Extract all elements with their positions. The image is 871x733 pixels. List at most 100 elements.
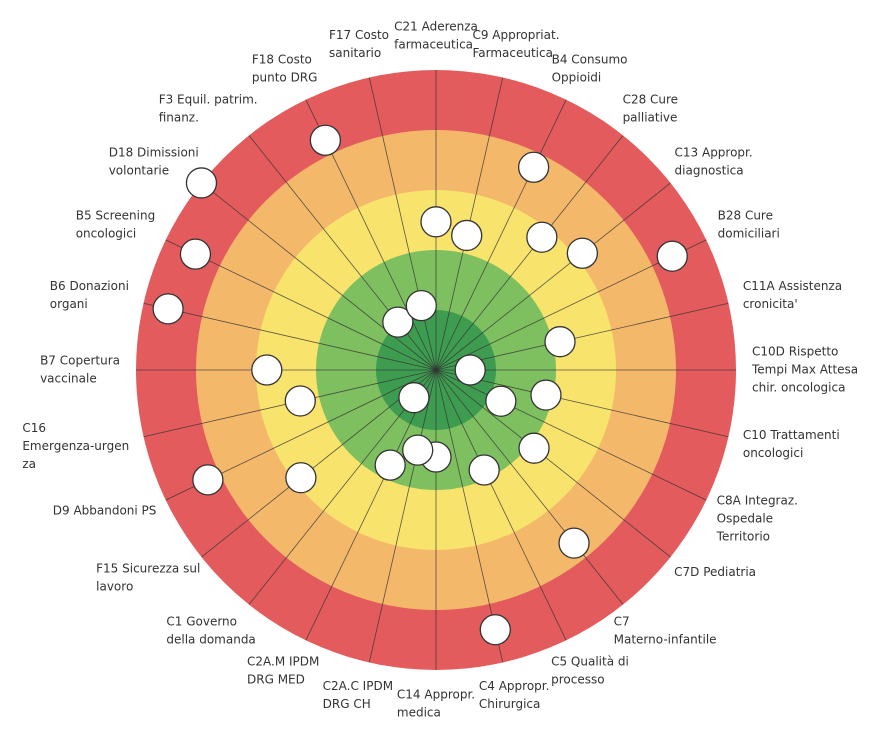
axis-label: B5 Screening oncologici [76, 209, 155, 241]
spoke [435, 99, 567, 371]
axis-label-line: C10 Trattamenti [743, 428, 840, 442]
axis-label: C16 Emergenza-urgen za [22, 421, 129, 471]
axis-label-line: domiciliari [718, 227, 780, 241]
axis-label-line: F17 Costo [329, 28, 389, 42]
spoke [435, 135, 624, 371]
spoke [201, 182, 437, 371]
axis-label-line: C7 [614, 615, 630, 629]
axis-label: C1 Governo della domanda [166, 615, 255, 647]
axis-label-line: B6 Donazioni [50, 279, 129, 293]
marker [309, 124, 342, 156]
spoke [368, 369, 437, 663]
spoke [368, 77, 437, 371]
axis-label-line: vaccinale [40, 372, 97, 386]
axis-label: C10D Rispetto Tempi Max Attesa chir. oncol… [751, 345, 858, 395]
axis-label-line: della domanda [166, 633, 255, 647]
axis-label-line: DRG CH [323, 697, 371, 711]
axis-label: C2A.C IPDM DRG CH [323, 679, 393, 711]
axis-label-line: B7 Copertura [40, 354, 120, 368]
marker [451, 219, 483, 252]
axis-label-line: C2A.C IPDM [323, 679, 393, 693]
marker [382, 306, 414, 338]
marker [558, 527, 590, 559]
axis-label-line: Tempi Max Attesa [751, 363, 858, 377]
spoke [435, 369, 567, 641]
axis-label: C11A Assistenza cronicita' [743, 279, 842, 311]
axis-label-line: C1 Governo [166, 615, 237, 629]
marker [179, 238, 212, 270]
axis-label-line: farmaceutica [394, 38, 473, 52]
axis-label-line: D9 Abbandoni PS [53, 504, 157, 518]
axis-label-line: diagnostica [675, 163, 744, 177]
axis-label-line: C11A Assistenza [743, 279, 842, 293]
spoke [143, 302, 437, 371]
axis-label-line: C2A.M IPDM [247, 654, 319, 668]
axis-label: C21 Aderenza farmaceutica [394, 20, 478, 52]
axis-label-line: B28 Cure [718, 209, 773, 223]
axis-label-line: cronicita' [743, 297, 798, 311]
axis-label-line: oncologici [76, 227, 136, 241]
axis-label: C13 Appropr. diagnostica [675, 145, 753, 177]
axis-label-line: D18 Dimissioni [109, 145, 199, 159]
axis-label-line: F15 Sicurezza sul [96, 562, 200, 576]
axis-label: C8A Integraz. Ospedale Territorio [716, 493, 798, 543]
marker [374, 449, 406, 481]
axis-label-line: organi [50, 297, 88, 311]
marker [468, 454, 500, 486]
marker [518, 432, 550, 464]
spoke [435, 369, 671, 558]
marker [454, 354, 486, 386]
axis-label-line: palliative [623, 110, 678, 124]
axis-label-line: C21 Aderenza [394, 20, 478, 34]
marker [479, 614, 511, 646]
axis-label-line: C16 [22, 421, 46, 435]
axis-label-line: oncologici [743, 446, 803, 460]
axis-label-line: C13 Appropr. [675, 145, 753, 159]
axis-label-line: C7D Pediatria [674, 565, 756, 579]
axis-label-line: finanz. [159, 110, 199, 124]
marker [405, 290, 437, 322]
axis-label-line: C14 Appropr. [397, 688, 475, 702]
axis-label-line: C4 Appropr. [479, 679, 550, 693]
axis-label-line: B5 Screening [76, 209, 155, 223]
marker [192, 464, 224, 496]
spoke [305, 369, 437, 641]
axis-label: C5 Qualità di processo [551, 654, 629, 686]
axis-label: C2A.M IPDM DRG MED [247, 654, 319, 686]
axis-label-line: F18 Costo [252, 53, 312, 67]
marker [656, 240, 688, 272]
axis-label: B7 Copertura vaccinale [40, 354, 120, 386]
axis-label-line: Materno-infantile [614, 633, 717, 647]
axis-label-line: medica [397, 706, 441, 720]
axis-label-line: sanitario [329, 46, 381, 60]
axis-label: C4 Appropr. Chirurgica [479, 679, 550, 711]
axis-label-line: F3 Equil. patrim. [159, 92, 258, 106]
axis-label: B28 Cure domiciliari [718, 209, 780, 241]
marker [402, 434, 434, 466]
axis-label-line: B4 Consumo [552, 53, 628, 67]
axis-label-line: DRG MED [247, 672, 305, 686]
axis-label: C14 Appropr. medica [397, 688, 475, 720]
axis-label: B6 Donazioni organi [50, 279, 129, 311]
axis-label-line: C9 Appropriat. [472, 28, 559, 42]
axis-label: C28 Cure palliative [623, 92, 679, 124]
spoke [201, 369, 437, 558]
marker [566, 237, 599, 269]
axis-label: B4 Consumo Oppioidi [552, 53, 628, 85]
axis-label: D9 Abbandoni PS [53, 504, 157, 518]
marker [530, 379, 562, 411]
axis-label: D18 Dimissioni volontarie [109, 145, 199, 177]
axis-label-line: C5 Qualità di [551, 654, 629, 668]
axis-label-line: za [22, 457, 36, 471]
axis-label: F17 Costo sanitario [329, 28, 389, 60]
axis-label: C7D Pediatria [674, 565, 756, 579]
marker [152, 293, 184, 325]
axis-label-line: Farmaceutica [472, 46, 552, 60]
marker [251, 354, 283, 386]
spoke [435, 302, 729, 371]
spoke [435, 369, 624, 605]
axis-label-line: Chirurgica [479, 697, 540, 711]
axis-label-line: C10D Rispetto [752, 345, 838, 359]
axis-label: C9 Appropriat. Farmaceutica [472, 28, 559, 60]
axis-label: F18 Costo punto DRG [252, 53, 318, 85]
